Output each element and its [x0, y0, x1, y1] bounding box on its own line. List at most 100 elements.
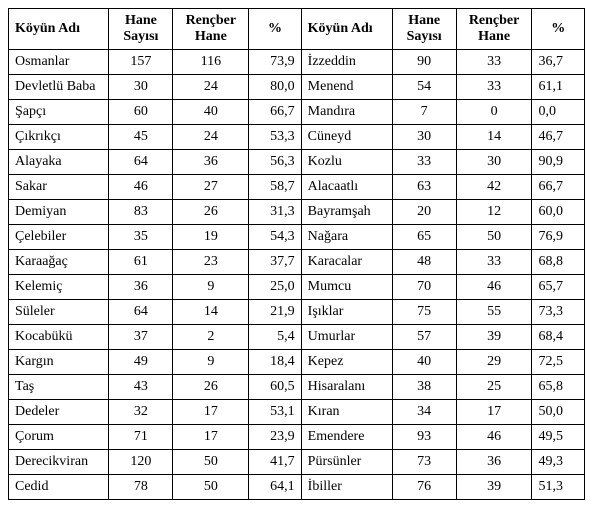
cell-hane-left: 32 — [109, 400, 173, 425]
cell-renc-right: 25 — [456, 375, 532, 400]
cell-renc-left: 50 — [173, 475, 249, 500]
cell-name-left: Çıkrıkçı — [9, 125, 109, 150]
cell-pct-right: 76,9 — [532, 225, 585, 250]
cell-name-left: Demiyan — [9, 200, 109, 225]
table-row: Süleler641421,9Işıklar755573,3 — [9, 300, 585, 325]
cell-name-left: Devletlü Baba — [9, 75, 109, 100]
cell-pct-right: 90,9 — [532, 150, 585, 175]
cell-hane-left: 120 — [109, 450, 173, 475]
cell-pct-left: 80,0 — [249, 75, 301, 100]
cell-hane-right: 73 — [392, 450, 456, 475]
cell-name-right: Kıran — [301, 400, 392, 425]
cell-renc-right: 55 — [456, 300, 532, 325]
cell-renc-right: 39 — [456, 325, 532, 350]
cell-hane-right: 20 — [392, 200, 456, 225]
cell-pct-left: 23,9 — [249, 425, 301, 450]
cell-pct-right: 51,3 — [532, 475, 585, 500]
cell-renc-left: 17 — [173, 425, 249, 450]
cell-hane-left: 60 — [109, 100, 173, 125]
cell-pct-left: 31,3 — [249, 200, 301, 225]
cell-pct-right: 68,4 — [532, 325, 585, 350]
table-row: Çıkrıkçı452453,3Cüneyd301446,7 — [9, 125, 585, 150]
table-row: Kargın49918,4Kepez402972,5 — [9, 350, 585, 375]
cell-hane-left: 49 — [109, 350, 173, 375]
cell-hane-right: 63 — [392, 175, 456, 200]
table-row: Çorum711723,9Emendere934649,5 — [9, 425, 585, 450]
cell-renc-right: 0 — [456, 100, 532, 125]
cell-hane-right: 70 — [392, 275, 456, 300]
cell-pct-right: 0,0 — [532, 100, 585, 125]
col-percent-2: % — [532, 9, 585, 50]
table-row: Dedeler321753,1Kıran341750,0 — [9, 400, 585, 425]
cell-renc-left: 26 — [173, 375, 249, 400]
cell-hane-left: 83 — [109, 200, 173, 225]
table-row: Devletlü Baba302480,0Menend543361,1 — [9, 75, 585, 100]
col-percent-1: % — [249, 9, 301, 50]
cell-pct-left: 64,1 — [249, 475, 301, 500]
cell-renc-right: 36 — [456, 450, 532, 475]
cell-hane-right: 33 — [392, 150, 456, 175]
col-koyun-adi-1: Köyün Adı — [9, 9, 109, 50]
cell-name-left: Alayaka — [9, 150, 109, 175]
cell-pct-right: 50,0 — [532, 400, 585, 425]
cell-renc-right: 46 — [456, 275, 532, 300]
cell-name-right: İbiller — [301, 475, 392, 500]
cell-hane-left: 157 — [109, 50, 173, 75]
cell-pct-left: 66,7 — [249, 100, 301, 125]
cell-name-left: Taş — [9, 375, 109, 400]
table-row: Sakar462758,7Alacaatlı634266,7 — [9, 175, 585, 200]
cell-name-right: Emendere — [301, 425, 392, 450]
cell-renc-right: 46 — [456, 425, 532, 450]
cell-hane-right: 40 — [392, 350, 456, 375]
cell-hane-right: 93 — [392, 425, 456, 450]
cell-renc-right: 33 — [456, 50, 532, 75]
cell-renc-left: 9 — [173, 350, 249, 375]
cell-hane-left: 64 — [109, 150, 173, 175]
cell-renc-left: 17 — [173, 400, 249, 425]
table-row: Şapçı604066,7Mandıra700,0 — [9, 100, 585, 125]
cell-pct-left: 41,7 — [249, 450, 301, 475]
table-row: Derecikviran1205041,7Pürsünler733649,3 — [9, 450, 585, 475]
cell-renc-left: 19 — [173, 225, 249, 250]
cell-renc-right: 14 — [456, 125, 532, 150]
cell-hane-left: 46 — [109, 175, 173, 200]
cell-pct-left: 60,5 — [249, 375, 301, 400]
table-row: Alayaka643656,3Kozlu333090,9 — [9, 150, 585, 175]
cell-name-left: Kocabükü — [9, 325, 109, 350]
cell-name-right: Kepez — [301, 350, 392, 375]
cell-name-left: Karaağaç — [9, 250, 109, 275]
cell-pct-left: 58,7 — [249, 175, 301, 200]
cell-pct-right: 73,3 — [532, 300, 585, 325]
table-row: Osmanlar15711673,9İzzeddin903336,7 — [9, 50, 585, 75]
cell-renc-left: 9 — [173, 275, 249, 300]
cell-hane-right: 57 — [392, 325, 456, 350]
cell-pct-left: 21,9 — [249, 300, 301, 325]
cell-name-right: Kozlu — [301, 150, 392, 175]
cell-renc-left: 27 — [173, 175, 249, 200]
cell-hane-left: 45 — [109, 125, 173, 150]
cell-name-left: Sakar — [9, 175, 109, 200]
cell-renc-right: 30 — [456, 150, 532, 175]
cell-hane-left: 71 — [109, 425, 173, 450]
cell-renc-left: 2 — [173, 325, 249, 350]
cell-hane-right: 90 — [392, 50, 456, 75]
cell-hane-left: 35 — [109, 225, 173, 250]
cell-name-left: Süleler — [9, 300, 109, 325]
cell-pct-left: 73,9 — [249, 50, 301, 75]
cell-pct-right: 65,7 — [532, 275, 585, 300]
cell-name-right: Karacalar — [301, 250, 392, 275]
cell-name-right: Menend — [301, 75, 392, 100]
cell-name-left: Osmanlar — [9, 50, 109, 75]
cell-name-right: Pürsünler — [301, 450, 392, 475]
cell-hane-left: 30 — [109, 75, 173, 100]
cell-pct-left: 5,4 — [249, 325, 301, 350]
cell-hane-left: 36 — [109, 275, 173, 300]
cell-pct-right: 49,5 — [532, 425, 585, 450]
cell-pct-right: 46,7 — [532, 125, 585, 150]
data-table: Köyün Adı Hane Sayısı Rençber Hane % Köy… — [8, 8, 585, 500]
cell-pct-left: 37,7 — [249, 250, 301, 275]
cell-hane-right: 48 — [392, 250, 456, 275]
cell-hane-right: 30 — [392, 125, 456, 150]
cell-name-right: Hisaralanı — [301, 375, 392, 400]
cell-hane-left: 61 — [109, 250, 173, 275]
